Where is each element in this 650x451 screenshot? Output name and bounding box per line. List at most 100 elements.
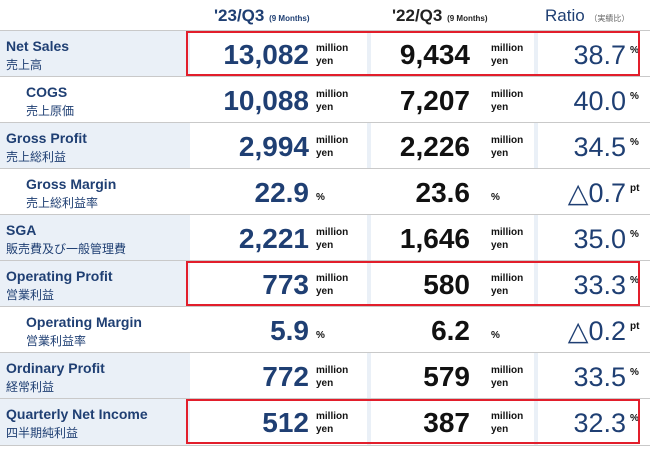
current-unit-line-1: % bbox=[316, 330, 325, 341]
previous-value-cell: 9,434 million yen bbox=[371, 31, 534, 77]
previous-unit-line-1: million bbox=[491, 43, 524, 54]
current-unit-line-2: yen bbox=[316, 102, 334, 113]
current-unit: million yen bbox=[316, 42, 348, 68]
previous-unit-line-1: million bbox=[491, 135, 524, 146]
current-unit-line-2: yen bbox=[316, 148, 334, 159]
ratio-cell: 33.5 % bbox=[538, 353, 650, 399]
current-value: 22.9 bbox=[254, 177, 310, 208]
current-value-cell: 10,088 million yen bbox=[190, 77, 367, 123]
previous-value-cell: 7,207 million yen bbox=[371, 77, 534, 123]
ratio-cell: 35.0 % bbox=[538, 215, 650, 261]
current-period-months: (9 Months) bbox=[269, 14, 310, 23]
current-value: 772 bbox=[262, 361, 309, 392]
row-label-jp: 売上総利益率 bbox=[26, 196, 99, 210]
row-label-en: SGA bbox=[6, 222, 37, 238]
ratio-label: Ratio bbox=[545, 6, 585, 25]
row-label-jp: 売上総利益 bbox=[6, 150, 67, 164]
current-unit-line-2: yen bbox=[316, 286, 334, 297]
previous-unit-line-2: yen bbox=[491, 378, 509, 389]
highlight-frame bbox=[186, 399, 640, 444]
previous-unit-line-1: million bbox=[491, 273, 524, 284]
previous-period-header: '22/Q3 (9 Months) bbox=[392, 6, 488, 36]
previous-unit: million yen bbox=[491, 134, 523, 160]
current-unit: % bbox=[316, 191, 325, 204]
row-label-en: Ordinary Profit bbox=[6, 360, 105, 376]
table-row: Gross Margin 売上総利益率 22.9 % 23.6 % △0.7 p… bbox=[0, 168, 650, 215]
previous-unit-line-2: yen bbox=[491, 240, 509, 251]
previous-value: 580 bbox=[423, 269, 470, 300]
previous-unit: million yen bbox=[491, 272, 523, 298]
previous-value: 7,207 bbox=[399, 85, 470, 116]
current-value: 10,088 bbox=[223, 85, 309, 116]
current-value: 5.9 bbox=[270, 315, 309, 346]
ratio-cell: 32.3 % bbox=[538, 399, 650, 445]
previous-unit-line-1: % bbox=[491, 330, 500, 341]
row-label-jp: 販売費及び一般管理費 bbox=[6, 242, 127, 256]
previous-unit: million yen bbox=[491, 42, 523, 68]
previous-unit-line-2: yen bbox=[491, 424, 509, 435]
previous-unit-line-1: % bbox=[491, 192, 500, 203]
current-unit-line-1: million bbox=[316, 89, 349, 100]
current-value-cell: 773 million yen bbox=[190, 261, 367, 307]
previous-unit-line-1: million bbox=[491, 365, 524, 376]
current-unit-line-1: million bbox=[316, 411, 349, 422]
previous-value-cell: 1,646 million yen bbox=[371, 215, 534, 261]
ratio-unit: pt bbox=[630, 321, 640, 332]
previous-unit-line-2: yen bbox=[491, 102, 509, 113]
current-value-cell: 772 million yen bbox=[190, 353, 367, 399]
table-row: Quarterly Net Income 四半期純利益 512 million … bbox=[0, 398, 650, 446]
current-value: 512 bbox=[262, 407, 309, 438]
current-period-header: '23/Q3 (9 Months) bbox=[214, 6, 310, 36]
ratio-value: 33.5 bbox=[573, 362, 626, 392]
ratio-unit: % bbox=[630, 413, 639, 424]
current-unit-line-1: % bbox=[316, 192, 325, 203]
current-value: 13,082 bbox=[223, 39, 309, 70]
table-row: Operating Profit 営業利益 773 million yen 58… bbox=[0, 260, 650, 307]
table-row: SGA 販売費及び一般管理費 2,221 million yen 1,646 m… bbox=[0, 214, 650, 261]
previous-unit: million yen bbox=[491, 88, 523, 114]
row-label-jp: 経常利益 bbox=[6, 380, 55, 394]
current-unit: million yen bbox=[316, 410, 348, 436]
row-label-en: COGS bbox=[26, 84, 68, 100]
previous-value: 6.2 bbox=[431, 315, 470, 346]
previous-unit-line-2: yen bbox=[491, 148, 509, 159]
previous-value: 9,434 bbox=[399, 39, 470, 70]
ratio-unit: % bbox=[630, 275, 639, 286]
row-label-jp: 営業利益率 bbox=[26, 334, 87, 348]
ratio-unit: % bbox=[630, 45, 639, 56]
ratio-unit: pt bbox=[630, 183, 640, 194]
previous-unit-line-2: yen bbox=[491, 286, 509, 297]
current-value-cell: 2,994 million yen bbox=[190, 123, 367, 169]
current-unit-line-1: million bbox=[316, 43, 349, 54]
ratio-cell: 34.5 % bbox=[538, 123, 650, 169]
previous-value-cell: 579 million yen bbox=[371, 353, 534, 399]
current-unit: million yen bbox=[316, 88, 348, 114]
ratio-value: 40.0 bbox=[573, 86, 626, 116]
current-unit-line-2: yen bbox=[316, 424, 334, 435]
ratio-value: 34.5 bbox=[573, 132, 626, 162]
current-period-label: '23/Q3 bbox=[214, 6, 265, 25]
ratio-header: Ratio （実績比） bbox=[545, 6, 629, 36]
current-unit-line-2: yen bbox=[316, 240, 334, 251]
row-label-en: Quarterly Net Income bbox=[6, 406, 148, 422]
previous-unit: million yen bbox=[491, 364, 523, 390]
previous-unit: % bbox=[491, 329, 500, 342]
table-row: Ordinary Profit 経常利益 772 million yen 579… bbox=[0, 352, 650, 399]
current-unit-line-2: yen bbox=[316, 378, 334, 389]
table-row: Gross Profit 売上総利益 2,994 million yen 2,2… bbox=[0, 122, 650, 169]
previous-unit: million yen bbox=[491, 226, 523, 252]
previous-value-cell: 2,226 million yen bbox=[371, 123, 534, 169]
ratio-cell: 33.3 % bbox=[538, 261, 650, 307]
current-unit-line-1: million bbox=[316, 273, 349, 284]
row-label-jp: 売上高 bbox=[6, 58, 43, 72]
ratio-unit: % bbox=[630, 367, 639, 378]
ratio-value: △0.2 bbox=[567, 316, 626, 346]
current-unit-line-1: million bbox=[316, 365, 349, 376]
current-unit: million yen bbox=[316, 272, 348, 298]
ratio-cell: △0.7 pt bbox=[538, 169, 650, 215]
highlight-frame bbox=[186, 31, 640, 76]
previous-period-months: (9 Months) bbox=[447, 14, 488, 23]
current-unit: % bbox=[316, 329, 325, 342]
previous-unit-line-1: million bbox=[491, 89, 524, 100]
ratio-value: 33.3 bbox=[573, 270, 626, 300]
